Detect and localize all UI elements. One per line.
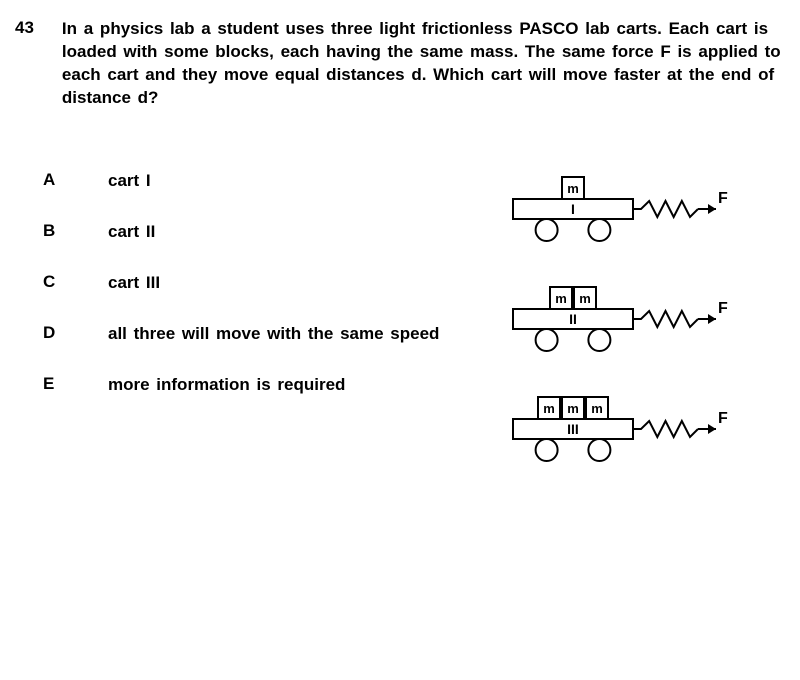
option-row: A cart I xyxy=(43,170,505,193)
svg-text:m: m xyxy=(567,181,579,196)
svg-text:I: I xyxy=(571,201,575,217)
svg-text:F: F xyxy=(718,410,728,427)
option-row: D all three will move with the same spee… xyxy=(43,323,505,346)
svg-text:m: m xyxy=(591,401,603,416)
option-row: C cart III xyxy=(43,272,505,295)
svg-text:II: II xyxy=(569,311,577,327)
cart-diagram-3: IIImmmF xyxy=(505,395,785,470)
svg-text:F: F xyxy=(718,300,728,317)
option-letter-a: A xyxy=(43,170,63,190)
options-list: A cart I B cart II C cart III D all thre… xyxy=(15,170,505,505)
option-letter-b: B xyxy=(43,221,63,241)
option-text-e: more information is required xyxy=(108,374,505,397)
diagrams-panel: ImF IImmF IIImmmF xyxy=(505,170,785,505)
option-text-d: all three will move with the same speed xyxy=(108,323,505,346)
option-row: B cart II xyxy=(43,221,505,244)
question-text: In a physics lab a student uses three li… xyxy=(62,18,785,110)
option-letter-c: C xyxy=(43,272,63,292)
option-letter-d: D xyxy=(43,323,63,343)
svg-text:m: m xyxy=(543,401,555,416)
svg-text:F: F xyxy=(718,190,728,207)
svg-text:m: m xyxy=(579,291,591,306)
svg-text:m: m xyxy=(567,401,579,416)
svg-text:III: III xyxy=(567,421,579,437)
option-text-a: cart I xyxy=(108,170,505,193)
option-text-c: cart III xyxy=(108,272,505,295)
cart-diagram-2: IImm F xyxy=(505,285,785,360)
option-text-b: cart II xyxy=(108,221,505,244)
question-number: 43 xyxy=(15,18,34,38)
svg-text:m: m xyxy=(555,291,567,306)
option-letter-e: E xyxy=(43,374,63,394)
cart-diagram-1: Im F xyxy=(505,175,785,250)
option-row: E more information is required xyxy=(43,374,505,397)
